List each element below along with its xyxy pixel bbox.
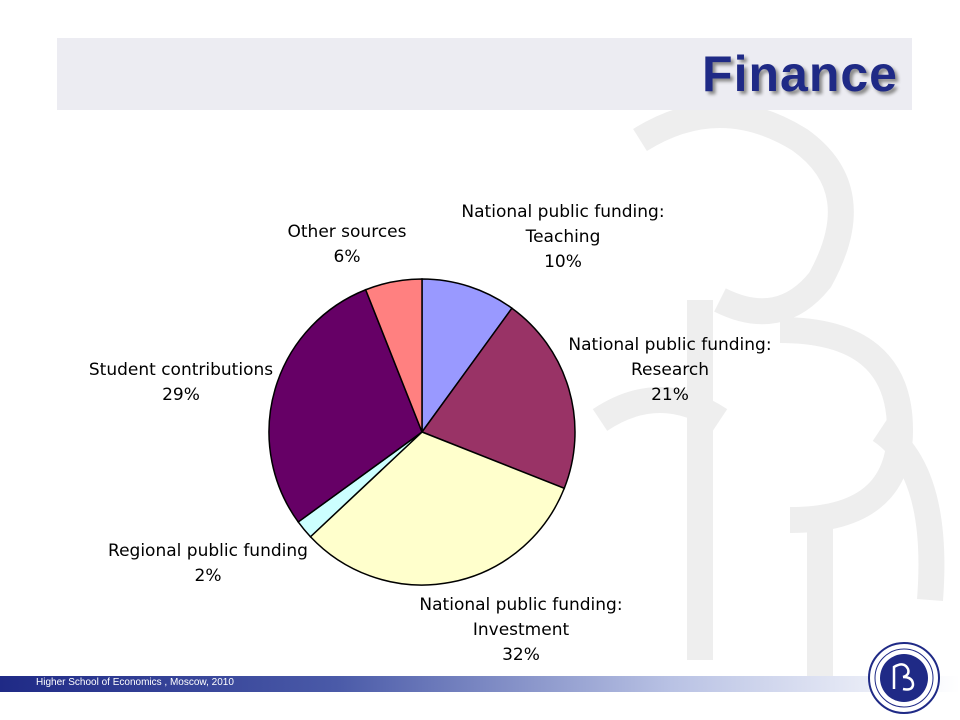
hse-seal-logo bbox=[868, 642, 940, 714]
slice-label-0: National public funding: Teaching 10% bbox=[461, 202, 664, 272]
pie-slice-1 bbox=[420, 307, 576, 490]
footer-text: Higher School of Economics , Moscow, 201… bbox=[36, 677, 234, 688]
footer-bar bbox=[0, 676, 960, 692]
slide-title: Finance bbox=[702, 46, 898, 102]
slice-label-2: National public funding: Investment 32% bbox=[419, 595, 622, 665]
slice-label-5: Other sources 6% bbox=[288, 222, 407, 267]
slice-label-3: Regional public funding 2% bbox=[108, 541, 308, 586]
pie-slice-0 bbox=[421, 278, 513, 435]
slice-label-4: Student contributions 29% bbox=[89, 360, 273, 405]
pie-slice-2 bbox=[309, 431, 566, 586]
slice-label-1: National public funding: Research 21% bbox=[568, 335, 771, 405]
title-band bbox=[57, 38, 912, 110]
pie-slice-4 bbox=[268, 288, 423, 523]
pie-slice-5 bbox=[364, 278, 423, 433]
